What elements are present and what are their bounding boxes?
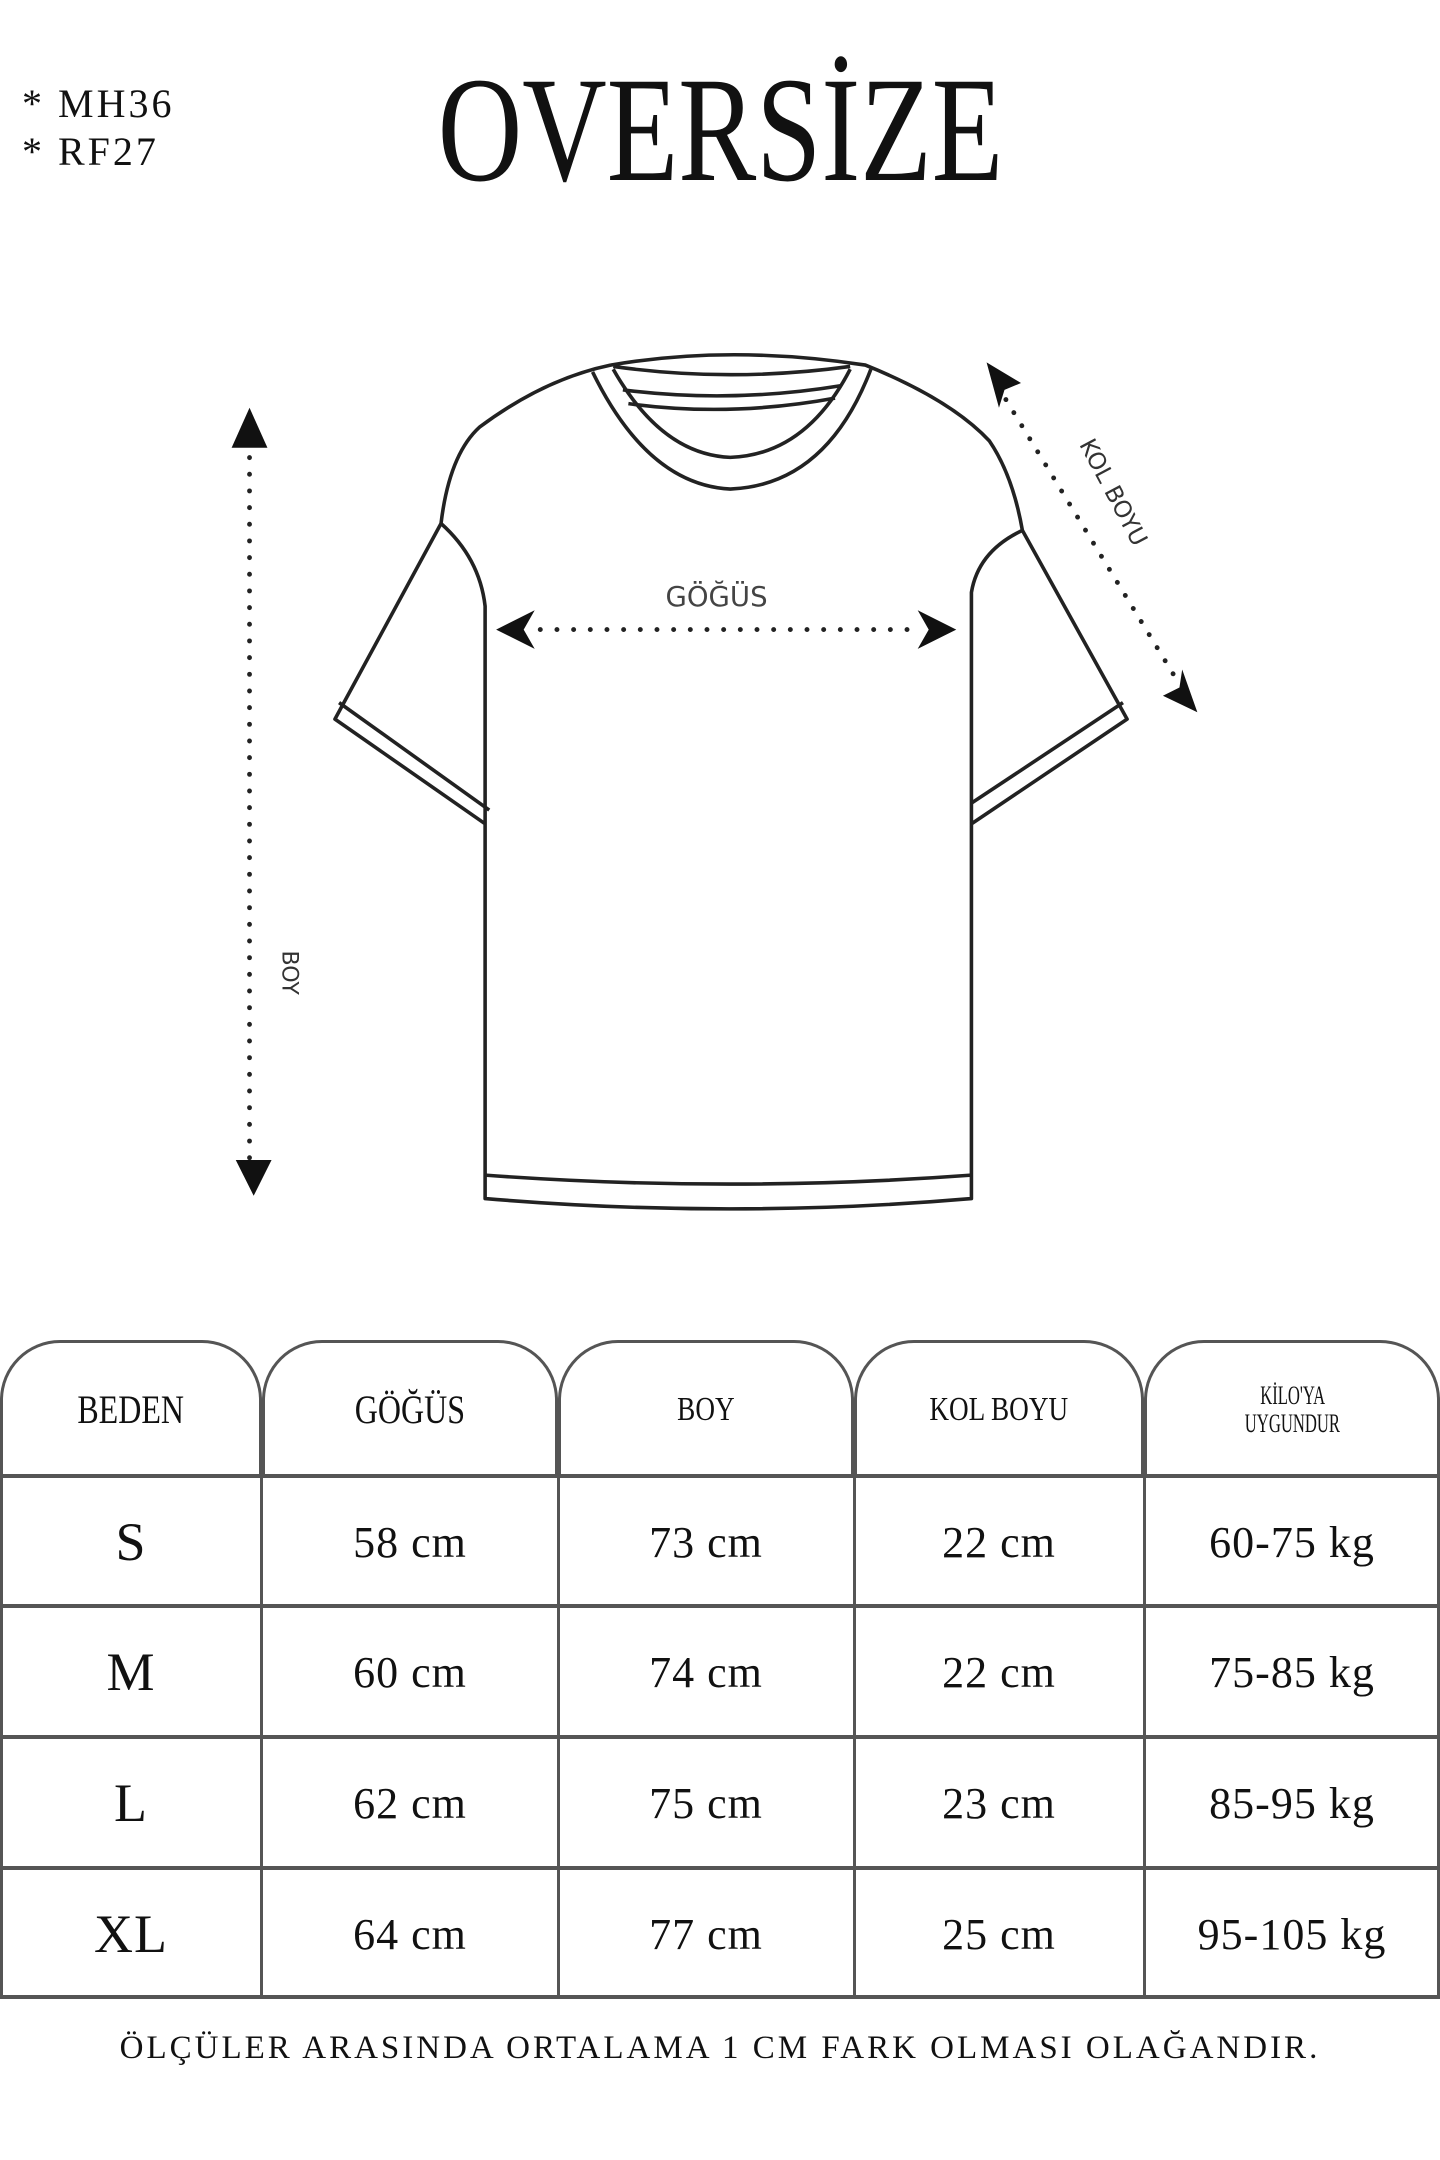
arrow-left-icon xyxy=(496,610,535,649)
cell-sleeve: 22 cm xyxy=(942,1647,1056,1697)
collar-outer xyxy=(590,368,873,491)
header-chest: GÖĞÜS xyxy=(262,1340,558,1476)
cell-weight: 60-75 kg xyxy=(1209,1517,1375,1567)
cell-weight: 75-85 kg xyxy=(1209,1647,1375,1697)
header-sleeve: KOL BOYU xyxy=(854,1340,1144,1476)
cell-size: XL xyxy=(94,1904,168,1964)
cell-chest: 60 cm xyxy=(353,1647,467,1697)
product-code: * MH36 xyxy=(22,81,175,126)
page-title: OVERSİZE xyxy=(437,47,1003,213)
left-sleeve-cuff xyxy=(338,701,491,812)
collar-inner xyxy=(611,368,852,460)
header-size: BEDEN xyxy=(0,1340,262,1476)
product-codes: * MH36 * RF27 xyxy=(22,80,174,176)
cell-length: 73 cm xyxy=(649,1517,763,1567)
tshirt-diagram: BOY GÖĞÜS KOL BOYU xyxy=(231,352,1198,1211)
cell-weight: 95-105 kg xyxy=(1197,1909,1387,1959)
cell-size: S xyxy=(115,1512,147,1572)
cell-sleeve: 25 cm xyxy=(942,1909,1056,1959)
cell-chest: 58 cm xyxy=(353,1517,467,1567)
divider xyxy=(0,1474,3,1999)
collar-back xyxy=(612,364,851,412)
divider xyxy=(0,1474,1440,1478)
arrow-down-icon xyxy=(235,1159,272,1196)
arrow-right-icon xyxy=(917,610,957,649)
cell-size: L xyxy=(114,1773,148,1833)
divider xyxy=(0,1995,1440,1999)
sleeve-label: KOL BOYU xyxy=(1074,434,1154,551)
product-code: * RF27 xyxy=(22,129,159,174)
right-sleeve-cuff xyxy=(970,701,1124,805)
cell-length: 74 cm xyxy=(649,1647,763,1697)
cell-weight: 85-95 kg xyxy=(1209,1778,1375,1828)
chest-label: GÖĞÜS xyxy=(666,579,768,613)
divider xyxy=(1437,1474,1440,1999)
divider xyxy=(1143,1474,1146,1999)
length-label: BOY xyxy=(277,950,302,995)
divider xyxy=(853,1474,856,1999)
cell-length: 77 cm xyxy=(649,1909,763,1959)
cell-length: 75 cm xyxy=(649,1778,763,1828)
cell-chest: 64 cm xyxy=(353,1909,467,1959)
divider xyxy=(0,1866,1440,1870)
tshirt-outline xyxy=(333,352,1129,1211)
cell-sleeve: 22 cm xyxy=(942,1517,1056,1567)
sleeve-arrow-line xyxy=(1003,397,1181,685)
divider xyxy=(260,1474,263,1999)
arrow-up-left-icon xyxy=(986,362,1022,408)
cell-chest: 62 cm xyxy=(353,1778,467,1828)
arrow-down-right-icon xyxy=(1162,669,1198,713)
arrow-up-icon xyxy=(231,407,268,448)
header-length: BOY xyxy=(558,1340,854,1476)
footer-note: ÖLÇÜLER ARASINDA ORTALAMA 1 CM FARK OLMA… xyxy=(119,2030,1321,2066)
cell-sleeve: 23 cm xyxy=(942,1778,1056,1828)
divider xyxy=(557,1474,560,1999)
hem-band xyxy=(484,1173,972,1186)
header-weight: KİLO'YA UYGUNDUR xyxy=(1144,1340,1440,1476)
divider xyxy=(0,1604,1440,1608)
divider xyxy=(0,1735,1440,1739)
cell-size: M xyxy=(106,1642,156,1702)
